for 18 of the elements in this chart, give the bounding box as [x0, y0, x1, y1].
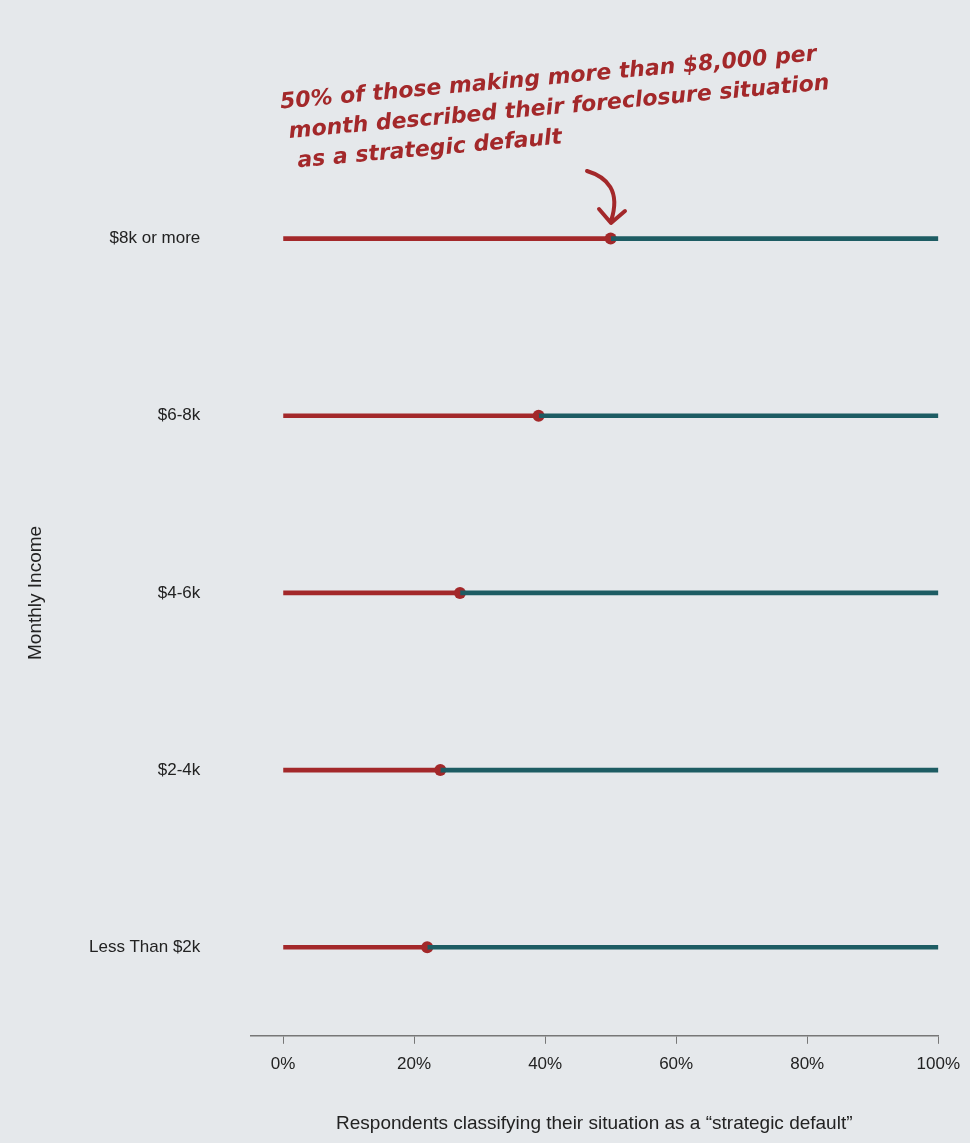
x-tick-label: 80%: [790, 1053, 825, 1073]
annotation: 50% of those making more than $8,000 per month described their foreclosure situation as a strategic default: [278, 40, 831, 173]
bar: [283, 944, 428, 950]
x-tick-label: 20%: [397, 1053, 432, 1073]
x-tick-label: 0%: [270, 1053, 296, 1073]
y-tick-label: $2-4k: [157, 759, 201, 779]
y-tick-label: $4-6k: [157, 582, 201, 602]
y-tick-label: $8k or more: [109, 228, 201, 248]
x-axis-title: Respondents classifying their situation as a “strategic default”: [336, 1111, 853, 1133]
x-tick-label: 40%: [528, 1053, 563, 1073]
y-tick-label: $6-8k: [157, 405, 201, 425]
bar: [538, 413, 939, 419]
bar: [610, 236, 939, 241]
y-tick-label: Less Than $2k: [89, 936, 201, 956]
bar: [426, 944, 939, 950]
x-tick-label: 100%: [916, 1053, 960, 1073]
y-axis-title: Monthly Income: [23, 525, 45, 660]
x-tick-label: 60%: [659, 1053, 694, 1073]
